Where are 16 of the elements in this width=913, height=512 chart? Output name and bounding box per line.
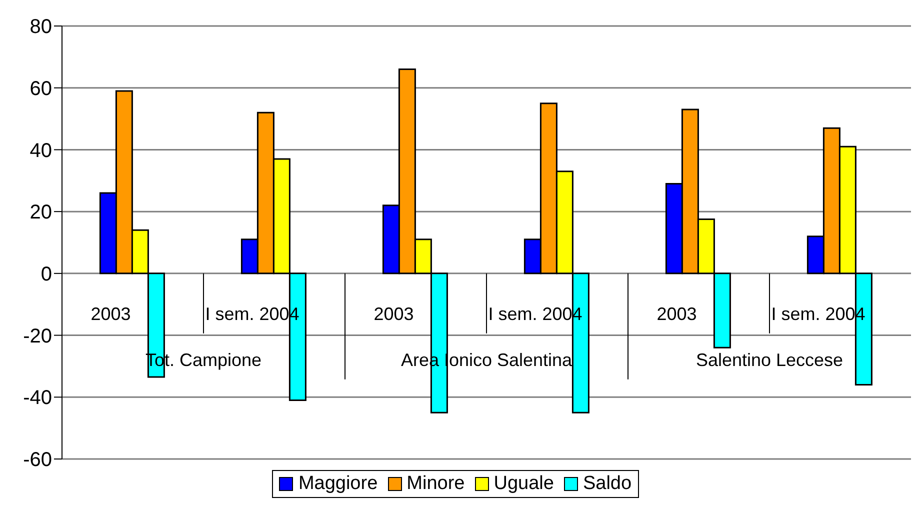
y-tick-label: 0 [40,264,52,286]
legend-label: Saldo [582,473,632,495]
y-tick-label: -60 [23,449,52,472]
y-tick-label: -40 [23,387,52,410]
y-tick-label: -20 [23,325,52,348]
annotation: Salentino Leccese [696,350,844,370]
x-tick-label: 2003 [90,304,131,324]
y-tick-label: 20 [30,202,52,224]
y-tick-label: 60 [30,78,52,100]
legend-label: Uguale [492,473,554,495]
legend-label: Minore [406,473,465,495]
x-tick-label: 2003 [374,304,414,324]
y-tick-label: 40 [30,140,52,162]
y-tick-label: 80 [30,16,52,38]
legend-label: Maggiore [297,473,378,495]
x-tick-label: 2003 [656,304,697,324]
